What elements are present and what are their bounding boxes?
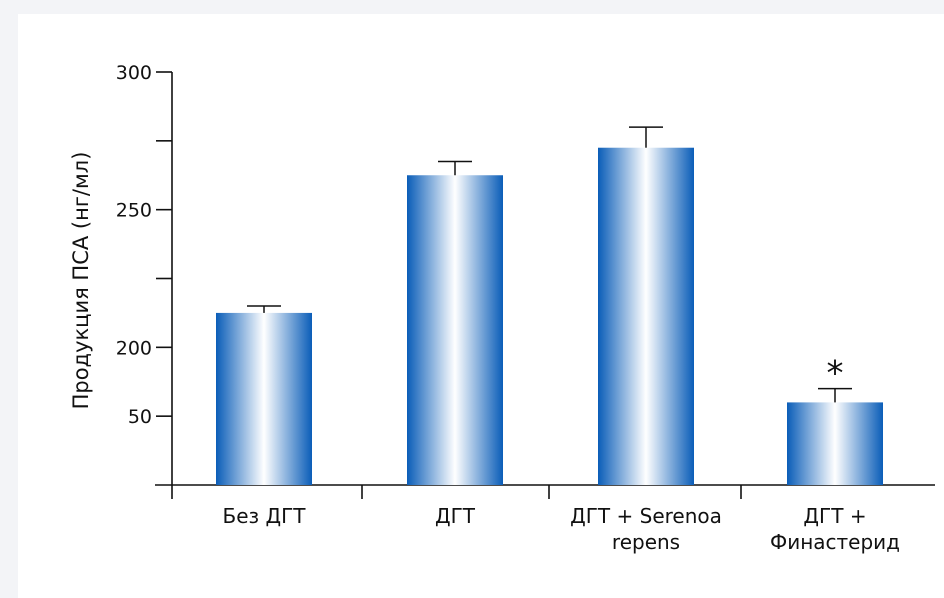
bar-1 <box>407 175 503 485</box>
bar-3 <box>787 402 883 485</box>
category-label-2-line-0: ДГТ + Serenoa <box>570 504 722 528</box>
category-label-3-line-0: ДГТ + <box>803 504 866 528</box>
significance-asterisk-0: * <box>827 354 844 394</box>
category-label-3-line-1: Финастерид <box>770 530 900 554</box>
category-label-1: ДГТ <box>435 504 476 528</box>
y-tick-label-1: 50 <box>128 406 152 428</box>
y-tick-label-4: 250 <box>116 200 152 222</box>
category-label-2: ДГТ + Serenoa repens <box>570 504 722 554</box>
category-label-1-line-0: ДГТ <box>435 504 476 528</box>
bar-0 <box>216 312 312 485</box>
category-label-3: ДГТ + Финастерид <box>770 504 900 554</box>
category-label-0-line-0: Без ДГТ <box>222 504 306 528</box>
y-tick-label-6: 300 <box>116 62 152 84</box>
y-tick-label-2: 200 <box>116 337 152 359</box>
category-label-0: Без ДГТ <box>222 504 306 528</box>
bar-2 <box>598 147 694 485</box>
category-label-2-line-1: repens <box>612 530 680 554</box>
y-axis-title: Продукция ПСА (нг/мл) <box>69 152 93 410</box>
